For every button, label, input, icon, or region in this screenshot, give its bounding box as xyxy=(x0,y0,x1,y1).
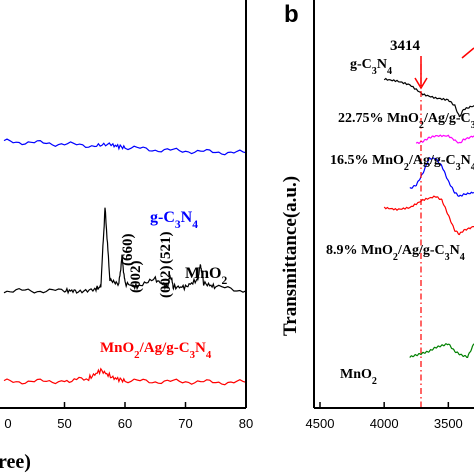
ftir-label-gcn: g-C3N4 xyxy=(350,57,392,77)
ftir-series-line xyxy=(383,77,474,118)
x-tick-label: 0 xyxy=(4,416,11,431)
peak-label-002-b: (002) xyxy=(158,266,174,299)
panel-a-series xyxy=(3,138,247,386)
series-label-gcn: g-C3N4 xyxy=(150,209,198,231)
ftir-label-16pct: 16.5% MnO2/Ag/g-C3N4 xyxy=(330,153,474,173)
series-label-mno2: MnO2 xyxy=(185,265,227,287)
panel-b: b 3414 g-C3N4 22.75% MnO2/Ag/g-C3N4 16.5… xyxy=(280,0,474,431)
xrd-series-line xyxy=(3,138,247,156)
x-tick-label: 50 xyxy=(57,416,71,431)
xrd-series-line xyxy=(3,367,247,386)
panel-a-xlabel: ree) xyxy=(0,451,31,473)
x-tick-label: 4500 xyxy=(306,416,335,431)
peak-label-002-a: (002) xyxy=(128,261,144,294)
ftir-series-line xyxy=(409,342,474,358)
panel-label-b: b xyxy=(284,1,299,28)
series-label-mno2-ag-gcn: MnO2/Ag/g-C3N4 xyxy=(100,340,212,361)
xrd-series-line xyxy=(3,207,247,295)
panel-b-ticks: 4500 4000 3500 xyxy=(306,402,463,431)
panel-a-ticks: 50 60 70 80 0 xyxy=(4,402,253,431)
ftir-series-line xyxy=(415,134,474,144)
ftir-series-line xyxy=(383,195,474,236)
peak-marker-label: 3414 xyxy=(390,38,421,54)
x-tick-label: 80 xyxy=(239,416,253,431)
ftir-label-8pct: 8.9% MnO2/Ag/g-C3N4 xyxy=(326,243,465,263)
peak-label-660: (660) xyxy=(120,234,136,267)
x-tick-label: 60 xyxy=(118,416,132,431)
x-tick-label: 70 xyxy=(178,416,192,431)
peak-label-521: (521) xyxy=(158,232,174,265)
x-tick-label: 4000 xyxy=(370,416,399,431)
ftir-label-mno2: MnO2 xyxy=(340,367,377,387)
ftir-label-22pct: 22.75% MnO2/Ag/g-C3N4 xyxy=(338,111,474,131)
panel-b-ylabel: Transmittance(a.u.) xyxy=(280,176,301,336)
peak-marker-arrow xyxy=(414,56,428,90)
peak-marker-arrow-right xyxy=(461,47,474,59)
panel-a: 50 60 70 80 0 g-C3N4 MnO2 MnO2/Ag/g-C3N4 (66… xyxy=(0,0,253,473)
x-tick-label: 3500 xyxy=(434,416,463,431)
